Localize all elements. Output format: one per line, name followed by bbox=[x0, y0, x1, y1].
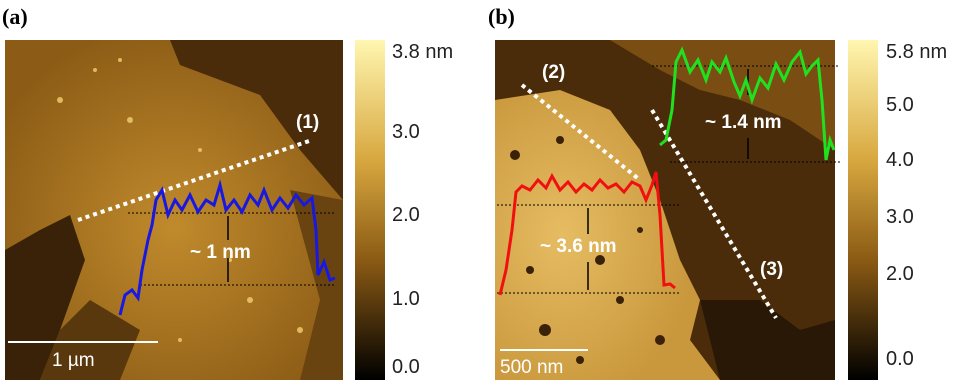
line-label: (1) bbox=[296, 112, 319, 133]
colorbar-label: 2.0 bbox=[886, 263, 914, 285]
colorbar-label: 3.0 bbox=[886, 206, 914, 228]
line-label: (2) bbox=[542, 62, 565, 83]
afm-image-a bbox=[5, 40, 343, 380]
colorbar-label: 1.0 bbox=[392, 288, 420, 310]
colorbar-label: 3.8 nm bbox=[392, 41, 453, 63]
colorbar bbox=[848, 40, 878, 380]
colorbar-label: 5.0 bbox=[886, 94, 914, 116]
colorbar-label: 5.8 nm bbox=[886, 41, 947, 63]
panel-label: (a) bbox=[2, 4, 28, 29]
colorbar-label: 4.0 bbox=[886, 149, 914, 171]
scale-bar-label: 500 nm bbox=[500, 357, 563, 378]
colorbar-label: 0.0 bbox=[392, 356, 420, 378]
colorbar bbox=[355, 40, 385, 380]
step-label: ~ 1.4 nm bbox=[705, 112, 782, 133]
colorbar-label: 3.0 bbox=[392, 121, 420, 143]
afm-image-b bbox=[495, 40, 840, 380]
line-label: (3) bbox=[760, 259, 783, 280]
panel-label: (b) bbox=[488, 4, 515, 29]
step-label: ~ 1 nm bbox=[190, 242, 251, 263]
step-label: ~ 3.6 nm bbox=[540, 236, 617, 257]
scale-bar-label: 1 µm bbox=[52, 350, 95, 371]
colorbar-label: 0.0 bbox=[886, 348, 914, 370]
colorbar-label: 2.0 bbox=[392, 204, 420, 226]
